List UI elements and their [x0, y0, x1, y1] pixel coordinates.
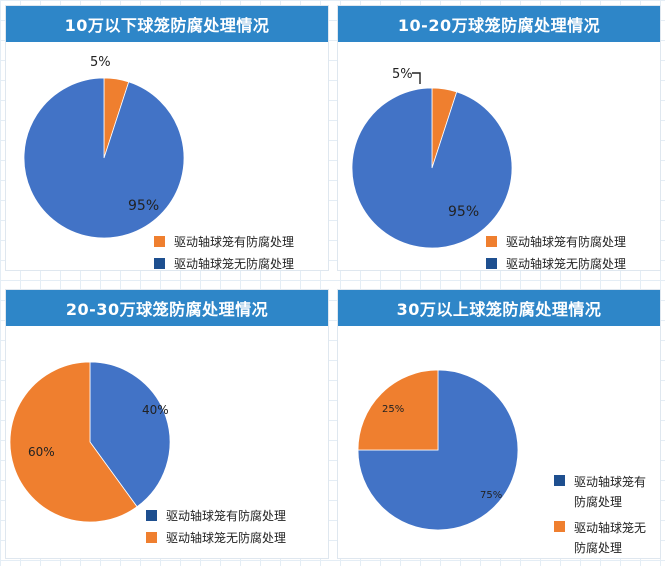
legend-swatch	[486, 235, 497, 247]
chart-title: 30万以上球笼防腐处理情况	[338, 290, 660, 326]
chart-panel-over-30w: 30万以上球笼防腐处理情况 75% 25% 驱动轴球笼有防腐处理 驱动轴球笼无防腐…	[338, 290, 660, 558]
pie-slice-label: 95%	[128, 198, 159, 214]
legend: 驱动轴球笼有防腐处理 驱动轴球笼无防腐处理	[154, 232, 294, 276]
chart-panel-10w-20w: 10-20万球笼防腐处理情况 5% 95% 驱动轴球笼有防腐处理 驱动轴球笼无防腐…	[338, 6, 660, 271]
legend-label: 驱动轴球笼有防腐处理	[166, 508, 287, 523]
pie-chart: 75% 25%	[357, 369, 519, 531]
legend-label: 驱动轴球笼无防腐处理	[174, 256, 295, 271]
pie-slice-label: 95%	[448, 204, 479, 220]
legend-label: 驱动轴球笼无防腐处理	[574, 521, 647, 555]
legend: 驱动轴球笼有防腐处理 驱动轴球笼无防腐处理	[486, 232, 626, 276]
pie-slice-label: 60%	[28, 445, 55, 459]
pie-slice	[9, 361, 138, 523]
pie-slice-label: 25%	[382, 404, 404, 415]
legend-swatch	[146, 531, 157, 543]
legend-item: 驱动轴球笼有防腐处理	[146, 506, 286, 524]
chart-title: 10-20万球笼防腐处理情况	[338, 6, 660, 42]
pie-chart: 5% 95%	[351, 67, 513, 249]
chart-panel-20w-30w: 20-30万球笼防腐处理情况 40% 60% 驱动轴球笼有防腐处理 驱动轴球笼无防…	[6, 290, 328, 558]
chart-title: 20-30万球笼防腐处理情况	[6, 290, 328, 326]
pie-slice-label: 5%	[392, 67, 413, 82]
label-callout-line	[412, 72, 421, 84]
pie-slice	[357, 369, 439, 451]
legend-swatch	[486, 257, 497, 269]
chart-title-text: 30万以上球笼防腐处理情况	[396, 300, 602, 319]
legend-swatch	[154, 257, 165, 269]
legend: 驱动轴球笼有防腐处理 驱动轴球笼无防腐处理	[554, 472, 648, 564]
legend-swatch	[554, 475, 565, 486]
pie-chart: 40% 60%	[9, 361, 171, 523]
legend-item: 驱动轴球笼有防腐处理	[154, 232, 294, 250]
legend-swatch	[146, 509, 157, 521]
legend-label: 驱动轴球笼有防腐处理	[506, 234, 627, 249]
legend-swatch	[554, 521, 565, 532]
legend-item: 驱动轴球笼无防腐处理	[486, 254, 626, 272]
pie-slice	[351, 87, 513, 249]
pie-slice	[89, 361, 171, 508]
pie-slice-label: 5%	[90, 55, 111, 70]
legend-item: 驱动轴球笼无防腐处理	[146, 528, 286, 546]
legend-label: 驱动轴球笼无防腐处理	[166, 530, 287, 545]
legend-label: 驱动轴球笼无防腐处理	[506, 256, 627, 271]
legend-swatch	[154, 235, 165, 247]
chart-title-text: 20-30万球笼防腐处理情况	[65, 300, 269, 319]
legend-item: 驱动轴球笼有防腐处理	[554, 472, 648, 512]
chart-title-text: 10-20万球笼防腐处理情况	[397, 16, 601, 35]
legend: 驱动轴球笼有防腐处理 驱动轴球笼无防腐处理	[146, 506, 286, 550]
chart-title: 10万以下球笼防腐处理情况	[6, 6, 328, 42]
pie-slice-label: 75%	[480, 490, 502, 501]
pie-slice-label: 40%	[142, 403, 169, 417]
chart-title-text: 10万以下球笼防腐处理情况	[64, 16, 270, 35]
chart-panel-under-10w: 10万以下球笼防腐处理情况 5% 95% 驱动轴球笼有防腐处理 驱动轴球笼无防腐处…	[6, 6, 328, 271]
legend-item: 驱动轴球笼无防腐处理	[554, 518, 648, 558]
legend-item: 驱动轴球笼无防腐处理	[154, 254, 294, 272]
legend-label: 驱动轴球笼有防腐处理	[574, 475, 647, 509]
pie-chart: 5% 95%	[23, 55, 185, 239]
legend-label: 驱动轴球笼有防腐处理	[174, 234, 295, 249]
pie-slice	[23, 77, 185, 239]
legend-item: 驱动轴球笼有防腐处理	[486, 232, 626, 250]
